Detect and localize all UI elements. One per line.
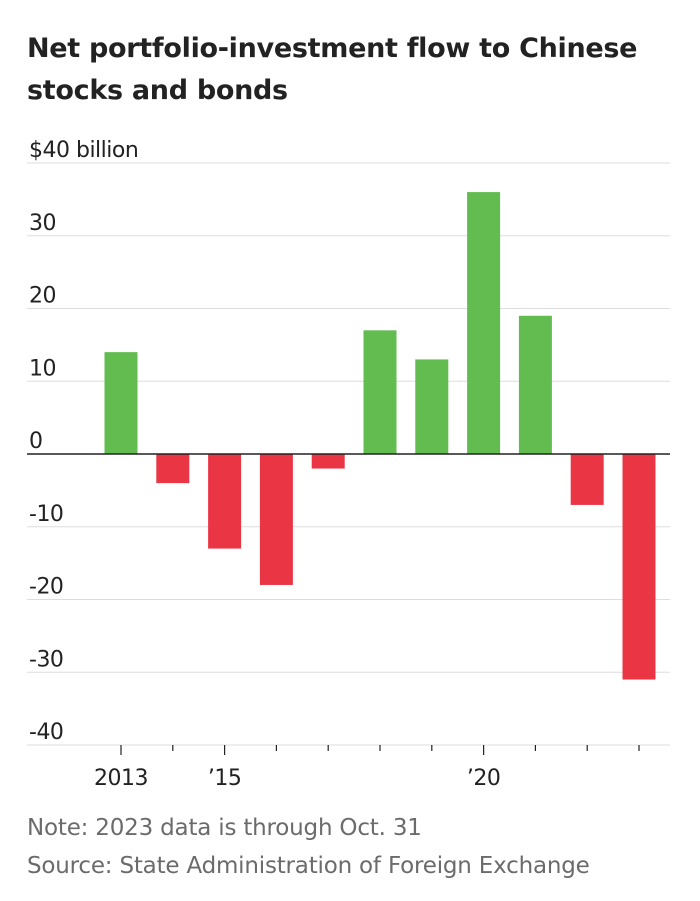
bar-2023 [622, 454, 656, 680]
x-tick-label: ’15 [208, 766, 242, 791]
bar-2016 [259, 454, 293, 585]
y-tick-label: 10 [29, 356, 56, 381]
bars [104, 192, 656, 680]
y-tick-label: -30 [29, 647, 63, 672]
bar-chart: $40 billion 30 20 10 0 -10 -20 -30 -40 2013 ’15 ’20 [27, 138, 670, 791]
y-tick-label: 30 [29, 211, 56, 236]
x-tick-label: ’20 [467, 766, 501, 791]
bar-2017 [311, 454, 345, 469]
chart-source: Source: State Administration of Foreign … [27, 853, 590, 879]
tick-labels: $40 billion 30 20 10 0 -10 -20 -30 -40 2013 ’15 ’20 [29, 138, 501, 791]
bar-2014 [156, 454, 190, 484]
y-tick-label: 20 [29, 284, 56, 309]
bar-2013 [104, 352, 138, 454]
x-axis [27, 453, 670, 755]
bar-2021 [518, 315, 552, 454]
bar-2022 [570, 454, 604, 505]
y-tick-label: 0 [29, 429, 43, 454]
bar-2015 [208, 454, 242, 549]
y-tick-label: -20 [29, 575, 63, 600]
bar-2019 [415, 359, 449, 454]
chart-title: Net portfolio-investment flow to Chinese… [27, 33, 638, 106]
x-tick-label: 2013 [94, 766, 148, 791]
y-tick-label: -40 [29, 720, 63, 745]
bar-2018 [363, 330, 397, 454]
chart-note: Note: 2023 data is through Oct. 31 [27, 815, 422, 841]
bar-2020 [467, 192, 501, 454]
y-tick-label: -10 [29, 502, 63, 527]
y-tick-label: $40 billion [29, 138, 138, 163]
